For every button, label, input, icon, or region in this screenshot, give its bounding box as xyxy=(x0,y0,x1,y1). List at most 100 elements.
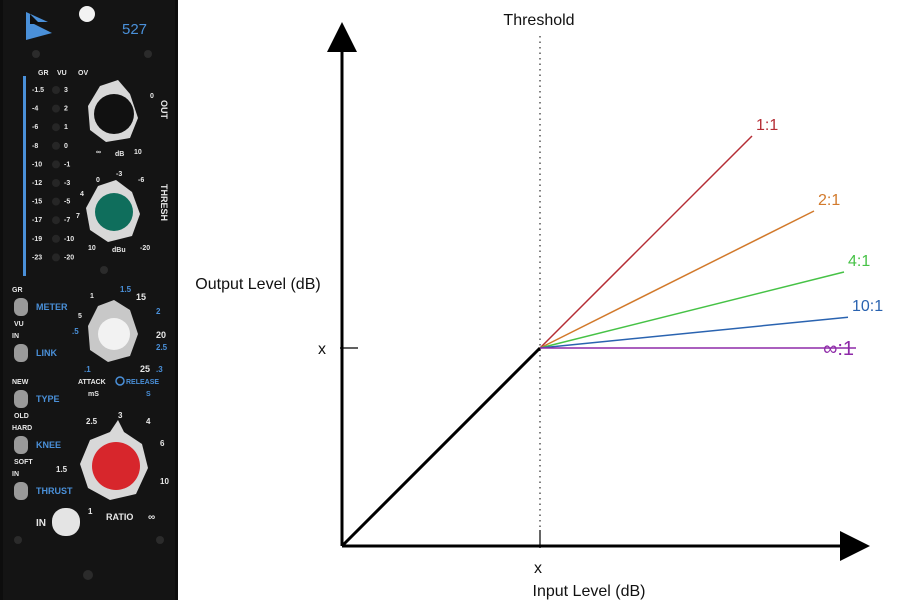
out-knob[interactable] xyxy=(88,80,138,142)
release-scale-1-5: 1.5 xyxy=(120,285,132,294)
toggle-switch-1[interactable] xyxy=(14,344,28,362)
ratio-scale-inf: ∞ xyxy=(148,512,155,523)
ratio-knob[interactable] xyxy=(80,420,148,500)
meter-header-ov: OV xyxy=(78,70,88,77)
toggle-switch-2[interactable] xyxy=(14,390,28,408)
meter-led xyxy=(52,179,60,187)
in-button-label: IN xyxy=(36,518,46,529)
model-number: 527 xyxy=(122,21,147,38)
ratio-label-4: ∞:1 xyxy=(823,338,854,360)
ratio-lines: 1:1 2:1 4:1 10:1 ∞:1 xyxy=(539,117,883,360)
meter-bar xyxy=(23,76,26,276)
meter-vu-scale-0: 3 xyxy=(64,87,68,94)
meter-vu-scale-2: 1 xyxy=(64,124,68,131)
meter-vu-scale-5: -3 xyxy=(64,180,70,187)
release-scale-point1: .1 xyxy=(84,365,91,374)
toggle-switch-4[interactable] xyxy=(14,482,28,500)
compressor-panel: 527 GR VU OV -1.5 3 -4 2 -6 1 -8 0 -10 -1 -12 -3 -15… xyxy=(0,0,178,600)
attack-unit: mS xyxy=(88,391,99,398)
meter-led xyxy=(52,197,60,206)
attack-scale-20: 20 xyxy=(156,330,166,340)
meter-led xyxy=(52,123,60,132)
release-label: RELEASE xyxy=(126,379,159,386)
release-scale-2: 2 xyxy=(156,307,161,316)
meter-gr-scale-2: -6 xyxy=(32,124,38,131)
release-scale-2-5: 2.5 xyxy=(156,343,168,352)
release-scale-point3: .3 xyxy=(156,365,163,374)
switch-label-2: TYPE xyxy=(36,394,60,404)
thresh-scale-7: 7 xyxy=(76,213,80,220)
switch-bottom-2: OLD xyxy=(14,413,29,420)
meter-led xyxy=(52,86,60,94)
switch-top-3: HARD xyxy=(12,425,32,432)
out-scale-0: 0 xyxy=(150,93,154,100)
attack-label: ATTACK xyxy=(78,379,106,386)
meter-led xyxy=(52,141,60,150)
meter-led xyxy=(52,234,60,243)
switch-bottom-0: VU xyxy=(14,321,24,328)
meter-gr-scale-3: -8 xyxy=(32,143,38,150)
meter-gr-scale-4: -10 xyxy=(32,161,42,168)
release-unit: S xyxy=(146,391,151,398)
meter-led xyxy=(52,253,60,262)
ratio-label-3: 10:1 xyxy=(852,298,883,315)
attack-scale-5: 5 xyxy=(78,313,82,320)
thresh-label: THRESH xyxy=(159,184,169,221)
attack-scale-1: 1 xyxy=(90,293,94,300)
out-scale-db: dB xyxy=(115,151,124,158)
thresh-knob[interactable] xyxy=(86,180,140,242)
meter-vu-scale-3: 0 xyxy=(64,143,68,150)
meter-gr-scale-7: -17 xyxy=(32,217,42,224)
out-scale-inf: ∞ xyxy=(96,149,101,156)
meter-led xyxy=(52,216,60,225)
in-button[interactable] xyxy=(52,508,80,536)
meter-vu-scale-6: -5 xyxy=(64,199,70,206)
ratio-line-3 xyxy=(539,316,849,349)
meter-header-gr: GR xyxy=(38,70,49,77)
meter-vu-scale-4: -1 xyxy=(64,161,70,168)
ratio-label-2: 4:1 xyxy=(848,253,870,270)
ratio-line-0 xyxy=(539,135,753,349)
meter-led xyxy=(52,104,60,113)
meter-gr-scale-5: -12 xyxy=(32,180,42,187)
meter-vu-scale-9: -20 xyxy=(64,254,74,261)
ratio-scale-3: 3 xyxy=(118,411,123,420)
switch-top-2: NEW xyxy=(12,379,29,386)
threshold-label: Threshold xyxy=(503,12,574,29)
thresh-scale-m6: -6 xyxy=(138,177,144,184)
switch-top-4: IN xyxy=(12,471,19,478)
attack-release-knob[interactable] xyxy=(88,300,138,362)
toggle-switch-3[interactable] xyxy=(14,436,28,454)
thresh-scale-4: 4 xyxy=(80,191,84,198)
switch-label-4: THRUST xyxy=(36,486,73,496)
x-marker-label: x xyxy=(534,560,542,577)
attack-scale-15: 15 xyxy=(136,292,146,302)
mounting-hole xyxy=(79,6,95,22)
meter-gr-scale-0: -1.5 xyxy=(32,87,44,94)
out-label: OUT xyxy=(159,100,169,120)
y-marker-label: x xyxy=(318,341,326,358)
meter-gr-scale-1: -4 xyxy=(32,106,38,113)
meter-led xyxy=(52,160,60,169)
release-scale-point5: .5 xyxy=(72,327,79,336)
thresh-scale-10: 10 xyxy=(88,245,96,252)
meter-gr-scale-6: -15 xyxy=(32,199,42,206)
switch-label-1: LINK xyxy=(36,348,57,358)
meter-gr-scale-9: -23 xyxy=(32,254,42,261)
switch-bottom-3: SOFT xyxy=(14,459,33,466)
meter-vu-scale-8: -10 xyxy=(64,236,74,243)
ratio-scale-4: 4 xyxy=(146,417,151,426)
meter-scale: -1.5 3 -4 2 -6 1 -8 0 -10 -1 -12 -3 -15 -5 -17 -7 -19 -10… xyxy=(32,86,74,262)
thresh-scale-m20: -20 xyxy=(140,245,150,252)
ratio-line-1 xyxy=(539,210,815,349)
toggle-switch-0[interactable] xyxy=(14,298,28,316)
ratio-scale-10: 10 xyxy=(160,477,169,486)
api-logo xyxy=(26,12,52,40)
ratio-scale-6: 6 xyxy=(160,439,165,448)
ratio-line-2 xyxy=(539,271,845,349)
x-axis-label: Input Level (dB) xyxy=(533,583,646,600)
ratio-label: RATIO xyxy=(106,512,133,522)
switch-label-0: METER xyxy=(36,302,68,312)
switch-top-1: IN xyxy=(12,333,19,340)
